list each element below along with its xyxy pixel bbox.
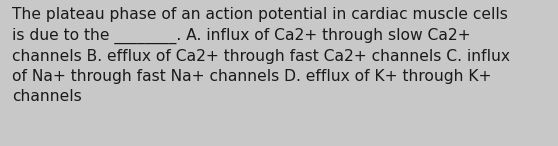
Text: The plateau phase of an action potential in cardiac muscle cells
is due to the _: The plateau phase of an action potential… bbox=[12, 7, 510, 104]
